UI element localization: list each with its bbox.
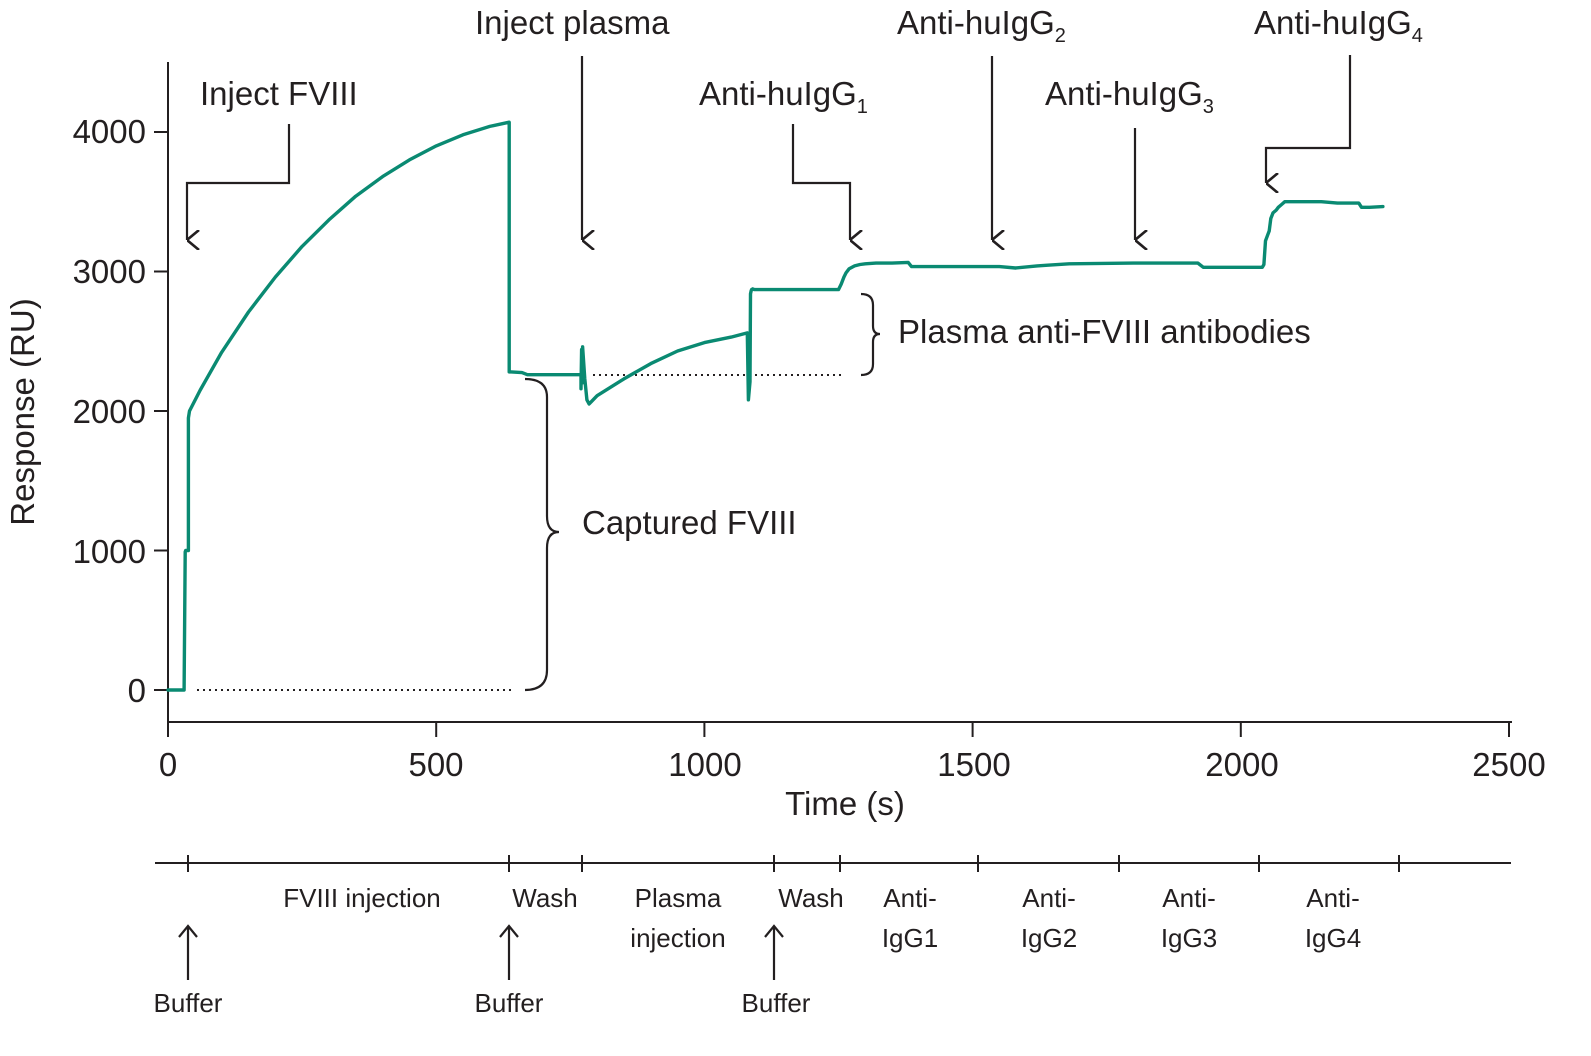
phase-plasma-injection-line2: injection — [630, 923, 725, 953]
plasma-antibodies-brace — [860, 292, 881, 377]
phase-fviii-injection: FVIII injection — [283, 883, 441, 913]
y-tick-label-4000: 4000 — [73, 113, 146, 150]
x-tick-label-1500: 1500 — [937, 746, 1010, 783]
anti-hu-igg4-subscript: 4 — [1412, 25, 1423, 47]
plasma-antibodies-label: Plasma anti-FVIII antibodies — [898, 313, 1311, 350]
y-tick-label-1000: 1000 — [73, 533, 146, 570]
anti-hu-igg1-label: Anti-huIgG1 — [699, 75, 868, 118]
buffer-label-3: Buffer — [742, 988, 811, 1018]
phase-wash-2: Wash — [778, 883, 844, 913]
anti-hu-igg2-text: Anti-huIgG — [897, 4, 1055, 41]
phase-anti-igg3-line1: Anti- — [1162, 883, 1215, 913]
y-axis-title: Response (RU) — [4, 298, 41, 525]
inject-plasma-label: Inject plasma — [475, 4, 670, 41]
buffer-up-arrow-3 — [764, 924, 784, 980]
anti-hu-igg4-label: Anti-huIgG4 — [1254, 4, 1423, 47]
phase-wash-1: Wash — [512, 883, 578, 913]
y-tick-label-2000: 2000 — [73, 393, 146, 430]
x-tick-label-2500: 2500 — [1472, 746, 1545, 783]
x-tick-label-2000: 2000 — [1205, 746, 1278, 783]
anti-hu-igg1-subscript: 1 — [857, 96, 868, 118]
phase-anti-igg1-line1: Anti- — [883, 883, 936, 913]
captured-fviii-label: Captured FVIII — [582, 504, 797, 541]
x-tick-marks — [167, 722, 1510, 737]
sensorgram-line — [166, 120, 1385, 692]
phase-timeline: FVIII injection Wash Plasma injection Wa… — [154, 855, 1511, 1018]
anti-hu-igg2-subscript: 2 — [1055, 25, 1066, 47]
phase-plasma-injection-line1: Plasma — [635, 883, 722, 913]
phase-anti-igg4-line1: Anti- — [1306, 883, 1359, 913]
axes: 0 500 1000 1500 2000 2500 0 1000 2000 30… — [4, 62, 1546, 822]
y-tick-label-0: 0 — [128, 672, 146, 709]
anti-hu-igg3-subscript: 3 — [1203, 96, 1214, 118]
anti-hu-igg3-text: Anti-huIgG — [1045, 75, 1203, 112]
y-tick-label-3000: 3000 — [73, 253, 146, 290]
buffer-up-arrow-2 — [499, 924, 519, 980]
phase-anti-igg3-line2: IgG3 — [1161, 923, 1217, 953]
x-axis-title: Time (s) — [785, 785, 905, 822]
x-tick-label-0: 0 — [159, 746, 177, 783]
buffer-up-arrow-1 — [178, 924, 198, 980]
inject-fviii-arrow — [185, 124, 291, 240]
anti-hu-igg1-text: Anti-huIgG — [699, 75, 857, 112]
inject-fviii-label: Inject FVIII — [200, 75, 358, 112]
anti-hu-igg3-label: Anti-huIgG3 — [1045, 75, 1214, 118]
anti-hu-igg4-arrow — [1264, 55, 1352, 183]
anti-hu-igg1-arrow — [791, 124, 850, 240]
phase-anti-igg4-line2: IgG4 — [1305, 923, 1361, 953]
buffer-label-2: Buffer — [475, 988, 544, 1018]
anti-hu-igg4-text: Anti-huIgG — [1254, 4, 1412, 41]
captured-fviii-brace — [524, 377, 560, 692]
x-tick-label-1000: 1000 — [668, 746, 741, 783]
y-tick-marks — [154, 131, 168, 691]
buffer-label-1: Buffer — [154, 988, 223, 1018]
anti-hu-igg2-label: Anti-huIgG2 — [897, 4, 1066, 47]
phase-anti-igg1-line2: IgG1 — [882, 923, 938, 953]
phase-anti-igg2-line1: Anti- — [1022, 883, 1075, 913]
phase-anti-igg2-line2: IgG2 — [1021, 923, 1077, 953]
x-tick-label-500: 500 — [408, 746, 463, 783]
